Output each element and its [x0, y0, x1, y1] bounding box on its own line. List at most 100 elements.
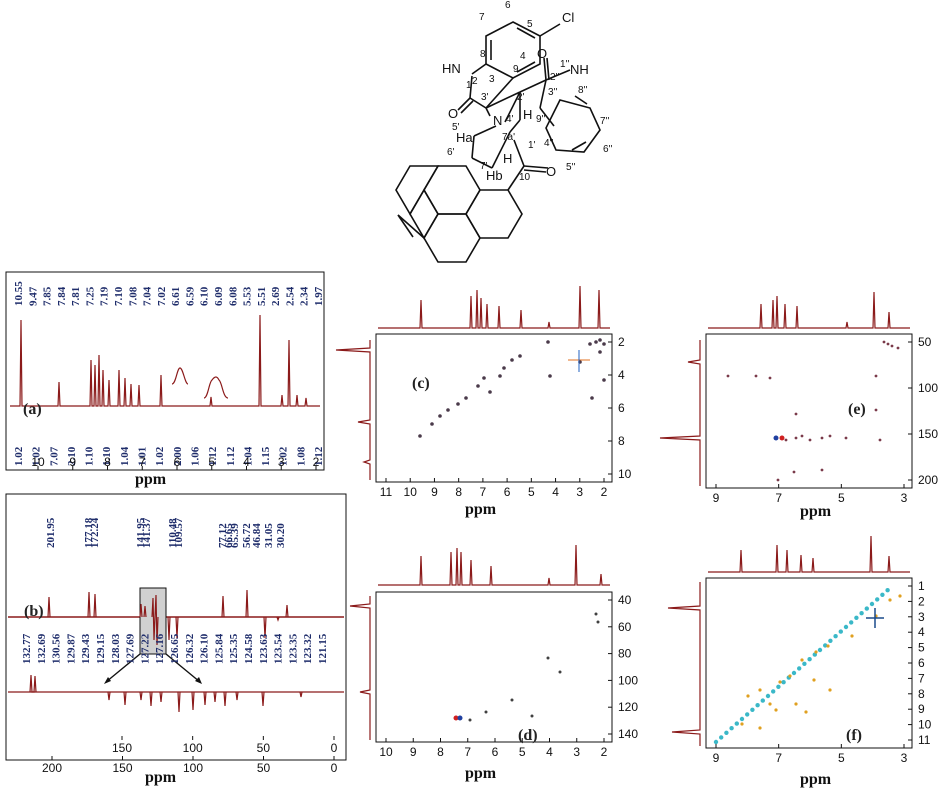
atom-o-3: O [546, 164, 556, 179]
peak-label: 132.77 [21, 633, 33, 664]
cross-peak [768, 702, 772, 706]
atom-o-2: O [537, 46, 547, 61]
x-tick-label: 9 [713, 491, 720, 505]
diagonal-peak [823, 643, 828, 648]
cross-peak [596, 620, 600, 624]
x-tick-label: 3 [278, 455, 285, 469]
atom-hb: Hb [486, 168, 503, 183]
y-tick-label: 3 [918, 610, 925, 624]
cross-peak [740, 722, 744, 726]
atom-6p: 6' [447, 147, 455, 158]
y-tick-label: 7 [918, 671, 925, 685]
x-tick-label: 2 [601, 485, 608, 499]
panel-c-axes: 11 10 9 8 7 6 5 4 3 2 2 4 6 8 10 [380, 335, 632, 499]
cross-peak [778, 680, 782, 684]
diagonal-peak [734, 721, 739, 726]
cross-peak [888, 598, 892, 602]
cross-peak [453, 715, 459, 721]
inset-x-tick-label: 150 [112, 741, 132, 755]
integral-label: 1.10 [101, 446, 113, 466]
diagonal-peak [869, 601, 875, 607]
diagonal-peak [750, 707, 755, 712]
inset-x-tick-label: 50 [257, 741, 271, 755]
atom-2: 2 [472, 76, 478, 87]
cross-peak [826, 644, 830, 648]
cross-peak [548, 374, 552, 378]
x-tick-label: 9 [69, 455, 76, 469]
x-tick-label: 4 [552, 485, 559, 499]
diagonal-peak [843, 624, 849, 630]
cross-peak [598, 338, 602, 342]
cross-peak [768, 376, 772, 380]
inset-x-tick-label: 0 [331, 741, 338, 755]
atom-1p: 1' [528, 140, 536, 151]
cross-peak [546, 340, 550, 344]
panel-f-xlabel: ppm [800, 771, 832, 788]
cross-peak [773, 435, 779, 441]
x-tick-label: 8 [437, 745, 444, 759]
peak-label: 6.61 [170, 287, 182, 306]
y-tick-label: 100 [618, 673, 638, 687]
x-tick-label: 0 [331, 761, 338, 775]
cross-peak [430, 422, 434, 426]
diagonal-peak [838, 629, 843, 634]
y-tick-label: 11 [918, 733, 931, 747]
peak-label: 1.97 [313, 286, 325, 306]
panel-f-cross-peaks [713, 588, 902, 745]
cross-peak [446, 408, 450, 412]
peak-label: 2.69 [270, 286, 282, 306]
atom-7p: 7' [480, 161, 488, 172]
atom-o-1: O [448, 106, 458, 121]
peak-label: 132.69 [36, 633, 48, 664]
cross-peak [488, 390, 492, 394]
x-tick-label: 7 [775, 491, 782, 505]
cross-peak [882, 340, 886, 344]
peak-label: 127.16 [154, 633, 166, 664]
atom-5: 5 [527, 19, 533, 30]
peak-label: 7.08 [127, 286, 139, 306]
cross-peak [590, 396, 594, 400]
x-tick-label: 3 [901, 491, 908, 505]
x-tick-label: 2 [313, 455, 320, 469]
x-tick-label: 7 [464, 745, 471, 759]
x-tick-label: 4 [243, 455, 250, 469]
cross-peak [746, 694, 750, 698]
integral-label: 1.02 [278, 446, 290, 466]
y-tick-label: 9 [918, 702, 925, 716]
diagonal-peak [864, 606, 869, 611]
cross-peak [779, 435, 785, 441]
panel-a-x-axis: 10 9 8 7 6 5 4 3 2 [6, 455, 324, 471]
x-tick-label: 6 [504, 485, 511, 499]
diagonal-peak [719, 735, 724, 740]
peak-label: 125.84 [213, 633, 225, 664]
inset-x-tick-label: 100 [183, 741, 203, 755]
cross-peak [820, 468, 824, 472]
atom-ha: Ha [456, 130, 473, 145]
atom-2p: 2' [517, 92, 525, 103]
integral-label: 1.12 [207, 446, 219, 466]
diagonal-peak [859, 611, 864, 616]
atom-7: 7 [479, 12, 485, 23]
atom-7ap: 7a' [502, 132, 515, 143]
atom-10: 10 [519, 172, 531, 183]
atom-9: 9 [513, 64, 519, 75]
peak-label: 7.85 [42, 286, 54, 306]
x-tick-label: 50 [257, 761, 271, 775]
diagonal-peak [791, 670, 797, 676]
cross-peak [602, 342, 606, 346]
cross-peak [468, 718, 472, 722]
cross-peak [464, 396, 468, 400]
cross-peak [844, 436, 848, 440]
peak-label: 6.10 [199, 286, 211, 306]
diagonal-peak [729, 726, 734, 731]
integral-label: 1.02 [31, 446, 43, 466]
x-tick-label: 100 [183, 761, 203, 775]
cross-peak [482, 376, 486, 380]
cross-peak [588, 342, 592, 346]
cross-peak [776, 478, 780, 482]
panel-b-label: (b) [24, 603, 44, 620]
cross-peak [558, 670, 562, 674]
